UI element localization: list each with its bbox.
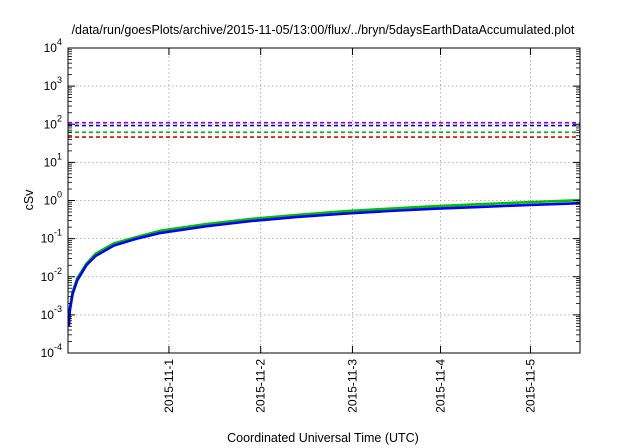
x-tick-label: 2015-11-1 [162, 359, 176, 413]
y-tick-exponent: -1 [54, 228, 62, 238]
series-line [67, 201, 581, 327]
y-tick-label: 102 [44, 113, 62, 131]
x-tick-label: 2015-11-3 [345, 359, 359, 413]
y-tick-base: 10 [41, 346, 55, 360]
y-tick-base: 10 [41, 232, 55, 246]
y-tick-exponent: 3 [57, 75, 62, 85]
grid-lines [68, 48, 580, 353]
y-axis-label: cSv [22, 189, 36, 211]
x-tick-label: 2015-11-5 [523, 359, 537, 413]
y-tick-label: 103 [44, 75, 62, 93]
series-line [67, 198, 581, 324]
y-tick-exponent: -4 [54, 342, 62, 352]
y-tick-base: 10 [44, 41, 58, 55]
axis-ticks [68, 47, 580, 354]
y-tick-base: 10 [44, 79, 58, 93]
y-tick-exponent: 2 [57, 113, 62, 123]
y-tick-base: 10 [44, 117, 58, 131]
x-tick-labels: 2015-11-1 2015-11-2 2015-11-3 2015-11-4 2015… [162, 359, 538, 413]
y-tick-base: 10 [44, 194, 58, 208]
y-tick-label: 10-4 [41, 342, 62, 360]
series-lines [67, 198, 581, 327]
y-tick-exponent: 0 [57, 190, 62, 200]
y-tick-exponent: -3 [54, 304, 62, 314]
y-tick-base: 10 [41, 270, 55, 284]
y-tick-label: 101 [44, 151, 62, 169]
y-tick-exponent: 4 [57, 37, 62, 47]
y-tick-exponent: -2 [54, 266, 62, 276]
y-tick-label: 10-2 [41, 266, 62, 284]
chart-title: /data/run/goesPlots/archive/2015-11-05/1… [72, 23, 575, 37]
x-tick-label: 2015-11-2 [254, 359, 268, 413]
y-tick-label: 10-1 [41, 228, 62, 246]
y-tick-label: 104 [44, 37, 62, 55]
y-tick-base: 10 [44, 155, 58, 169]
x-axis-label: Coordinated Universal Time (UTC) [227, 431, 419, 445]
y-tick-label: 100 [44, 190, 62, 208]
reference-lines [68, 121, 580, 138]
y-tick-exponent: 1 [57, 151, 62, 161]
y-tick-label: 10-3 [41, 304, 62, 322]
x-tick-label: 2015-11-4 [434, 359, 448, 413]
y-tick-base: 10 [41, 308, 55, 322]
